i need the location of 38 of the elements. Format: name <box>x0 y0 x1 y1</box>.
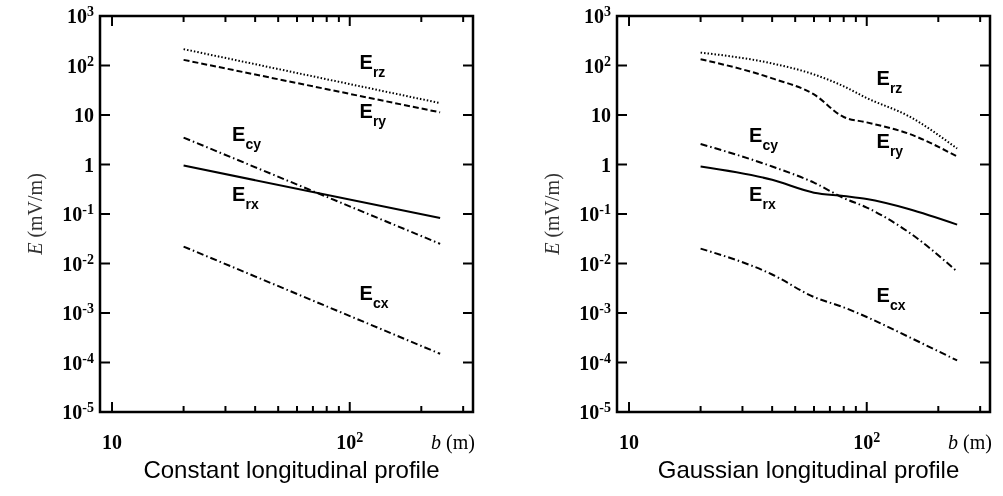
y-axis-title: E (mV/m) <box>541 173 564 256</box>
y-tick-label: 10$^{-5}$ <box>579 399 611 423</box>
x-tick-label: 10$^{2}$ <box>336 429 364 453</box>
y-tick-label: 10 <box>591 104 611 126</box>
x-tick-label: 10 <box>619 431 640 453</box>
y-tick-label: 10$^{-3}$ <box>579 300 611 324</box>
x-tick-label: 10 <box>102 431 123 453</box>
text: Constant longitudinal profile <box>143 456 440 483</box>
y-tick-label: 10$^{-5}$ <box>62 399 94 423</box>
y-axis-title: E (mV/m) <box>24 173 47 256</box>
y-tick-label: 10$^{3}$ <box>584 3 611 27</box>
y-tick-label: 10$^{-1}$ <box>579 201 611 225</box>
series-label: E$_{ry}$ <box>876 129 904 159</box>
x-axis-title: b (m) <box>948 431 992 454</box>
y-tick-label: 10$^{2}$ <box>67 53 94 77</box>
series-label: E$_{rx}$ <box>232 183 259 213</box>
series-label: E$_{cx}$ <box>876 283 906 313</box>
series-label: E$_{cy}$ <box>749 124 779 154</box>
series-label: E$_{cy}$ <box>232 122 262 152</box>
y-tick-label: 10 <box>74 104 94 126</box>
y-tick-label: 1 <box>601 153 611 176</box>
y-tick-label: 10$^{2}$ <box>584 53 611 77</box>
y-tick-label: 10$^{-4}$ <box>62 350 94 374</box>
series-label: E$_{rz}$ <box>359 51 386 81</box>
y-tick-label: 10$^{-2}$ <box>62 251 94 275</box>
y-tick-label: 10$^{-4}$ <box>579 350 611 374</box>
y-tick-label: 10$^{-1}$ <box>62 201 94 225</box>
series-label: E$_{rx}$ <box>749 183 776 213</box>
series-label: E$_{ry}$ <box>359 100 387 130</box>
text: Gaussian longitudinal profile <box>657 456 960 483</box>
y-tick-label: 10$^{-3}$ <box>62 300 94 324</box>
y-tick-label: 10$^{3}$ <box>67 3 94 27</box>
x-tick-label: 10$^{2}$ <box>853 429 881 453</box>
series-label: E$_{rz}$ <box>876 67 903 97</box>
y-tick-label: 10$^{-2}$ <box>579 251 611 275</box>
y-tick-label: 1 <box>84 153 94 176</box>
x-axis-title: b (m) <box>431 431 475 454</box>
series-label: E$_{cx}$ <box>359 282 389 312</box>
